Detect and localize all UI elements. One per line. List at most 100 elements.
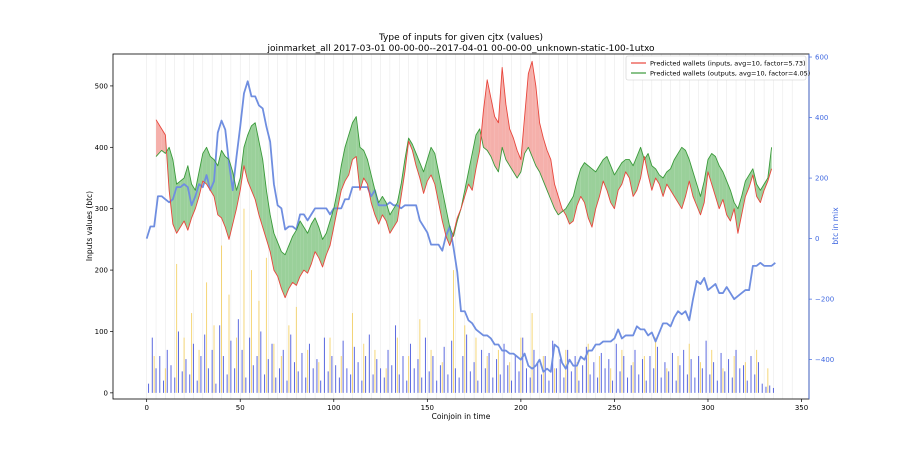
blue-bar (293, 362, 295, 393)
blue-bar (698, 356, 700, 393)
right-axis-label: btc in mix (831, 207, 840, 245)
blue-bar (683, 349, 685, 393)
blue-bar (439, 365, 441, 393)
blue-bar (627, 377, 629, 393)
outputs-excess-fill (303, 227, 308, 274)
blue-bar (574, 356, 576, 393)
blue-bar (716, 380, 718, 393)
blue-bar (481, 349, 483, 393)
outputs-excess-fill (629, 159, 634, 197)
blue-bar (540, 374, 542, 393)
blue-bar (503, 343, 505, 393)
outputs-excess-fill (326, 220, 331, 255)
inputs-excess-fill (535, 85, 540, 172)
outputs-excess-fill (603, 156, 607, 191)
yellow-bar (441, 362, 443, 393)
x-tick-label: 250 (608, 404, 621, 412)
blue-bar (215, 383, 217, 393)
blue-bar (582, 365, 584, 393)
yellow-bar (295, 306, 297, 393)
inputs-excess-fill (156, 119, 162, 157)
outputs-excess-fill (221, 150, 226, 228)
outputs-excess-fill (599, 159, 604, 197)
outputs-excess-fill (401, 159, 405, 197)
x-axis-label: Coinjoin in time (432, 412, 491, 421)
blue-bar (402, 356, 404, 393)
blue-bar (765, 386, 767, 393)
blue-bar (645, 380, 647, 393)
blue-bar (690, 359, 692, 393)
x-tick-label: 200 (514, 404, 527, 412)
yellow-bar (610, 368, 612, 393)
inputs-excess-fill (483, 79, 488, 151)
outputs-excess-fill (431, 147, 435, 185)
x-tick-label: 150 (421, 404, 434, 412)
right-axis-ticks: −400 −200 0 200 400 600 (809, 54, 834, 364)
blue-bar (522, 337, 524, 393)
yellow-bar (655, 337, 657, 393)
blue-bar (514, 356, 516, 393)
blue-bar (735, 349, 737, 393)
blue-bar (323, 337, 325, 393)
yellow-bar (280, 356, 282, 393)
blue-bar (679, 365, 681, 393)
blue-bar (686, 374, 688, 393)
blue-bar (739, 368, 741, 393)
inputs-excess-fill (539, 122, 544, 182)
blue-bar (604, 368, 606, 393)
yellow-bar (520, 337, 522, 393)
yellow-bar (497, 349, 499, 393)
blue-bar (376, 359, 378, 393)
y-tick-label: 500 (95, 82, 108, 90)
outputs-excess-fill (468, 153, 473, 191)
x-tick-label: 100 (327, 404, 340, 412)
outputs-excess-fill (311, 217, 316, 264)
legend-label-inputs: Predicted wallets (inputs, avg=10, facto… (650, 60, 806, 68)
yellow-bar (396, 337, 398, 393)
blue-bar (660, 377, 662, 393)
outputs-excess-fill (681, 147, 686, 209)
yellow-bar (250, 270, 252, 393)
blue-bar (245, 377, 247, 393)
blue-bar (746, 380, 748, 393)
yellow-bar (153, 356, 155, 393)
blue-bar (170, 365, 172, 393)
blue-bar (357, 362, 359, 393)
outputs-excess-fill (573, 181, 577, 221)
blue-bar (585, 346, 587, 393)
blue-bar (649, 356, 651, 393)
outputs-excess-fill (606, 156, 611, 203)
blue-bar (499, 374, 501, 393)
blue-bar (286, 380, 288, 393)
blue-bar (525, 368, 527, 393)
outputs-excess-fill (693, 171, 697, 206)
inputs-excess-fill (547, 150, 551, 200)
blue-bar (705, 340, 707, 393)
outputs-excess-fill (741, 181, 746, 215)
outputs-excess-fill (382, 196, 387, 221)
blue-bar (477, 380, 479, 393)
legend-label-outputs: Predicted wallets (outputs, avg=10, fact… (650, 70, 810, 78)
blue-bar (327, 371, 329, 393)
outputs-excess-fill (726, 181, 731, 221)
blue-bar (638, 374, 640, 393)
blue-bar (316, 359, 318, 393)
outputs-excess-fill (722, 171, 727, 215)
yellow-bar (587, 343, 589, 393)
blue-bar (761, 383, 763, 393)
chart-title: Type of inputs for given cjtx (values) (378, 33, 543, 43)
blue-bar (308, 343, 310, 393)
yellow-bar (235, 337, 237, 393)
yellow-bar (666, 368, 668, 393)
outputs-excess-fill (341, 147, 345, 191)
yellow-bar (198, 349, 200, 393)
blue-bar (555, 368, 557, 393)
blue-bar (447, 374, 449, 393)
outputs-excess-fill (225, 156, 229, 240)
legend-box (625, 55, 807, 81)
blue-bar (331, 356, 333, 393)
outputs-excess-fill (707, 153, 712, 185)
outputs-excess-fill (281, 251, 286, 298)
blue-bar (222, 356, 224, 393)
